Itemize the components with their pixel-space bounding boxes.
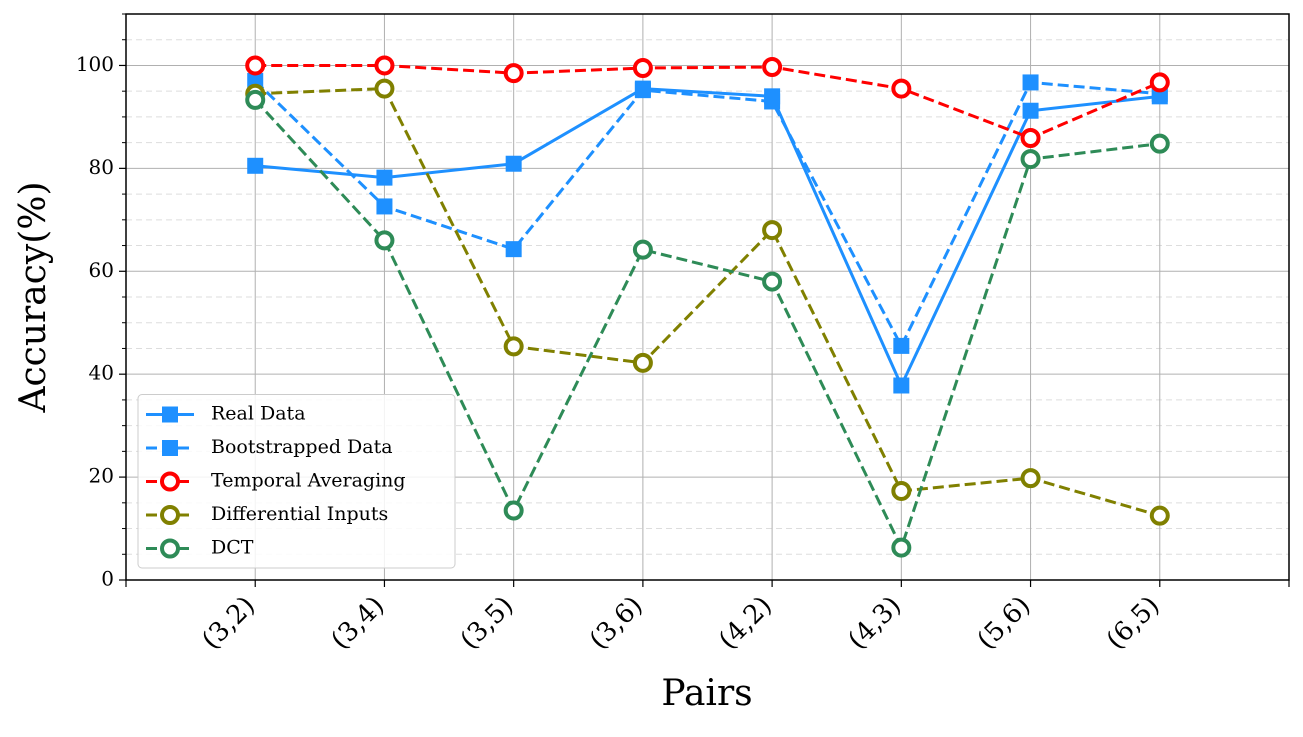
marker bbox=[1149, 133, 1170, 154]
marker bbox=[160, 538, 180, 559]
marker bbox=[376, 198, 393, 215]
series-line bbox=[255, 87, 1161, 518]
y-axis-label: Accuracy(%) bbox=[13, 182, 54, 414]
marker bbox=[503, 336, 524, 357]
x-tick-label: (3,2) bbox=[196, 591, 261, 656]
marker bbox=[1020, 468, 1041, 489]
legend-box bbox=[137, 394, 456, 569]
legend-label: Real Data bbox=[211, 403, 306, 425]
marker bbox=[160, 471, 180, 492]
y-tick-label: 100 bbox=[76, 52, 114, 76]
marker bbox=[762, 271, 783, 292]
legend-label: Temporal Averaging bbox=[211, 470, 406, 492]
x-tick-label: (3,6) bbox=[584, 591, 649, 656]
marker bbox=[1022, 102, 1039, 119]
marker bbox=[505, 241, 522, 258]
marker bbox=[160, 505, 180, 525]
x-tick-label: (6,5) bbox=[1101, 591, 1166, 656]
legend-label: Differential Inputs bbox=[211, 503, 388, 525]
marker bbox=[764, 93, 781, 110]
marker bbox=[162, 406, 178, 423]
marker bbox=[245, 89, 266, 110]
x-tick-label: (5,6) bbox=[972, 591, 1037, 656]
marker bbox=[505, 155, 522, 172]
marker bbox=[891, 78, 912, 99]
series-line bbox=[255, 63, 1161, 140]
marker bbox=[891, 537, 912, 558]
marker bbox=[247, 157, 264, 174]
marker bbox=[893, 377, 910, 394]
marker bbox=[634, 82, 651, 99]
marker bbox=[245, 55, 266, 76]
marker bbox=[374, 78, 395, 99]
marker bbox=[374, 230, 395, 251]
y-tick-label: 0 bbox=[101, 567, 114, 591]
x-tick-label: (3,5) bbox=[455, 591, 520, 656]
marker bbox=[1020, 128, 1041, 149]
marker bbox=[503, 63, 524, 84]
y-tick-label: 40 bbox=[89, 361, 114, 385]
legend-label: Bootstrapped Data bbox=[211, 436, 393, 458]
marker bbox=[1149, 72, 1170, 93]
marker bbox=[374, 55, 395, 76]
x-tick-label: (3,4) bbox=[326, 591, 391, 656]
x-axis-label: Pairs bbox=[661, 673, 752, 714]
legend-label: DCT bbox=[211, 537, 254, 559]
marker bbox=[162, 440, 178, 456]
marker bbox=[893, 337, 910, 354]
series-line bbox=[254, 79, 1160, 350]
marker bbox=[632, 352, 653, 373]
series-line bbox=[255, 87, 1160, 390]
series-line bbox=[254, 98, 1160, 552]
marker bbox=[891, 480, 912, 501]
x-tick-label: (4,2) bbox=[713, 591, 778, 656]
marker bbox=[376, 169, 393, 186]
marker bbox=[1149, 505, 1170, 526]
x-tick-label: (4,3) bbox=[842, 591, 907, 656]
marker bbox=[632, 58, 653, 79]
marker bbox=[632, 239, 653, 260]
y-tick-label: 20 bbox=[89, 464, 114, 488]
y-tick-label: 80 bbox=[89, 155, 114, 179]
y-tick-label: 60 bbox=[89, 258, 114, 282]
marker bbox=[762, 56, 783, 77]
plot-frame bbox=[125, 13, 1290, 581]
marker bbox=[1022, 74, 1039, 91]
marker bbox=[1020, 149, 1041, 170]
marker bbox=[503, 500, 524, 521]
marker bbox=[762, 220, 783, 241]
